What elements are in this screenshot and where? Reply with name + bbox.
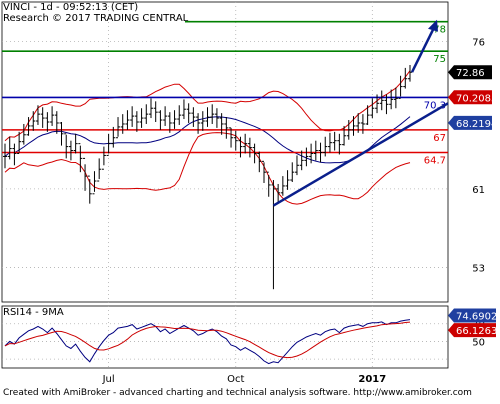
rsi-ma-line bbox=[4, 321, 411, 359]
lower-bollinger-band bbox=[4, 132, 411, 205]
price-tag-moving_average bbox=[448, 115, 492, 130]
projection-arrowhead bbox=[428, 19, 438, 32]
x-tick-label: Jul bbox=[102, 374, 115, 385]
level-label-78: 78 bbox=[433, 25, 446, 36]
level-label-67: 67 bbox=[433, 133, 446, 144]
y-tick-label: 76 bbox=[472, 37, 485, 48]
rsi-panel-title: RSI14 - 9MA bbox=[3, 307, 64, 318]
y-tick-label: 53 bbox=[472, 264, 485, 275]
footer-credit: Created with AmiBroker - advanced charti… bbox=[3, 388, 472, 398]
level-label-70.3: 70.3 bbox=[424, 100, 446, 111]
rsi-tick-label: 50 bbox=[472, 337, 485, 348]
upper-bollinger-band bbox=[4, 70, 411, 142]
price-tag-close bbox=[448, 65, 492, 80]
x-tick-label: 2017 bbox=[358, 374, 386, 385]
rsi-panel-frame bbox=[1, 305, 449, 369]
rsi-tag bbox=[448, 323, 496, 338]
rsi-tag-label: 66.1263 bbox=[456, 326, 497, 337]
y-tick-label: 61 bbox=[472, 185, 485, 196]
projection-arrow bbox=[410, 27, 436, 73]
x-tick-label: Oct bbox=[227, 374, 244, 385]
rsi-tag bbox=[448, 308, 496, 323]
price-tag-label-upper_band: 70.2085 bbox=[456, 93, 497, 104]
chart-title-line1: VINCI - 1d - 09:52:13 (CET) bbox=[3, 2, 139, 13]
price-tag-label-close: 72.86 bbox=[456, 68, 485, 79]
rsi-tag-label: 74.6902 bbox=[456, 312, 497, 323]
price-tag-upper_band bbox=[448, 90, 492, 105]
level-label-75: 75 bbox=[433, 54, 446, 65]
price-tag-label-moving_average: 68.2194 bbox=[456, 119, 497, 130]
uptrend-line bbox=[272, 102, 449, 207]
level-label-64.7: 64.7 bbox=[424, 155, 446, 166]
chart-title-line2: Research © 2017 TRADING CENTRAL bbox=[3, 13, 189, 24]
